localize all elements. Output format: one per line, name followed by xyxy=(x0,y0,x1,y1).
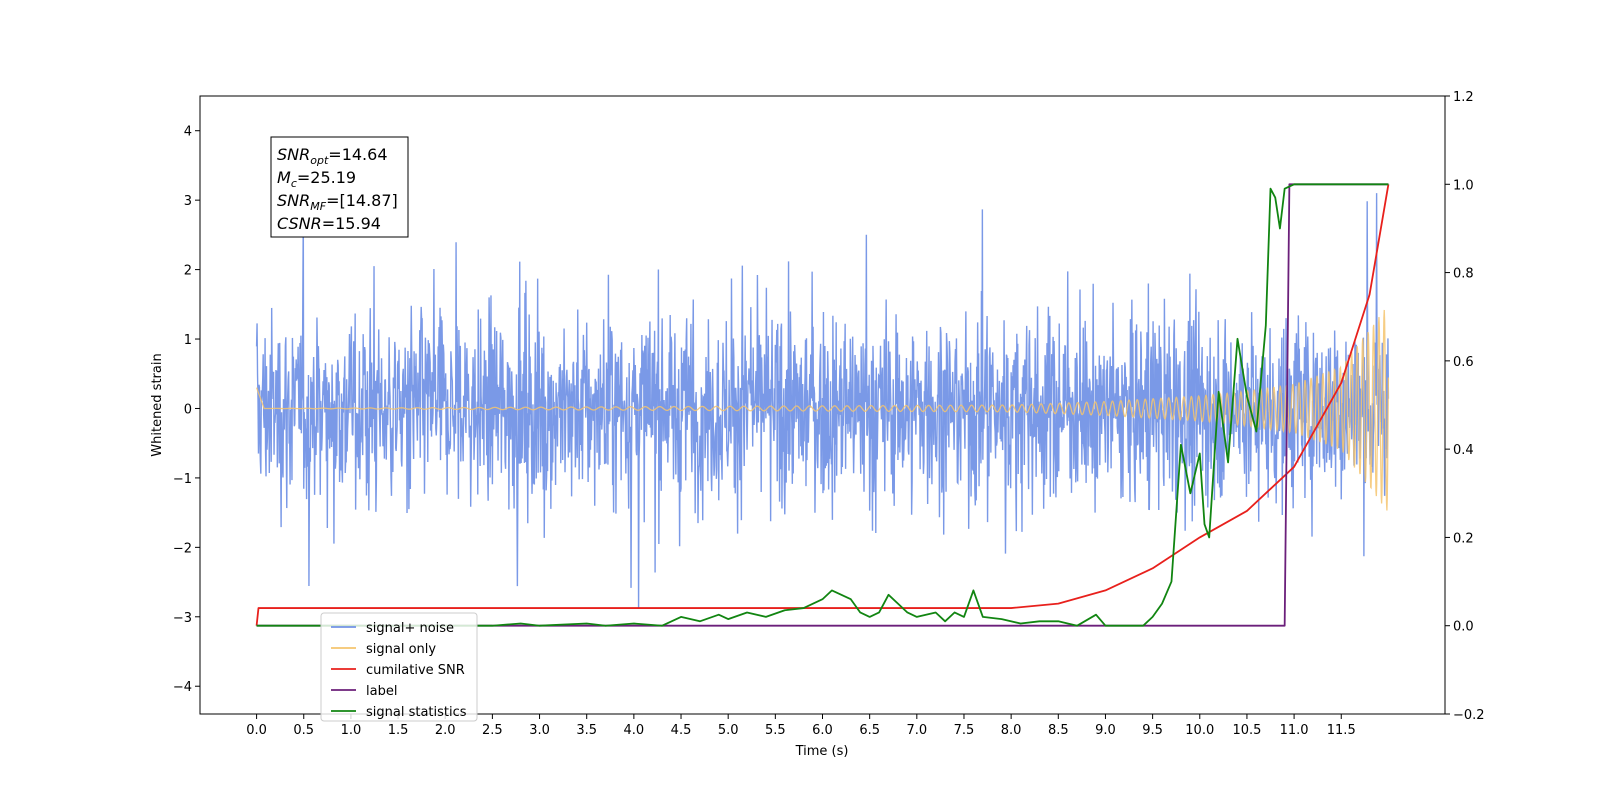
y2-tick-label: 0.8 xyxy=(1453,267,1474,282)
x-axis-ticks: 0.0 0.5 1.0 1.5 2.0 2.5 3.0 3.5 4.0 4.5 5.0 5.5 6.0 6… xyxy=(246,714,1356,738)
legend-frame xyxy=(320,612,478,722)
annotation-line: SNRMF=[14.87] xyxy=(277,191,398,213)
legend-entry-label: signal+ noise xyxy=(366,621,454,636)
y2-tick-label: 0.6 xyxy=(1453,355,1474,370)
y-axis-ticks: −4 −3 −2 −1 0 1 2 3 4 xyxy=(173,125,200,695)
x-tick-label: 7.5 xyxy=(954,723,975,738)
y2-tick-label: 0.4 xyxy=(1453,443,1474,458)
x-tick-label: 2.5 xyxy=(482,723,503,738)
x-tick-label: 4.5 xyxy=(671,723,692,738)
x-tick-label: 6.5 xyxy=(859,723,880,738)
y-tick-label: −1 xyxy=(173,472,192,487)
x-tick-label: 10.0 xyxy=(1185,723,1214,738)
x-tick-label: 2.0 xyxy=(435,723,456,738)
x-tick-label: 8.5 xyxy=(1048,723,1069,738)
annotation-subscript: MF xyxy=(310,200,326,213)
annotation-subscript: c xyxy=(291,177,297,190)
x-tick-label: 9.5 xyxy=(1142,723,1163,738)
x-tick-label: 1.5 xyxy=(388,723,409,738)
x-tick-label: 3.5 xyxy=(576,723,597,738)
x-tick-label: 0.0 xyxy=(246,723,267,738)
y2-tick-label: −0.2 xyxy=(1453,708,1485,723)
x-tick-label: 1.0 xyxy=(341,723,362,738)
legend-entry-label: cumilative SNR xyxy=(366,663,465,678)
annotation-line: Mc=25.19 xyxy=(277,168,356,190)
x-tick-label: 11.0 xyxy=(1280,723,1309,738)
annotation-value: =15.94 xyxy=(322,214,381,233)
x-tick-label: 11.5 xyxy=(1327,723,1356,738)
legend-entry-label: label xyxy=(366,684,397,699)
y-tick-label: 4 xyxy=(184,125,192,140)
legend-entry-label: signal only xyxy=(366,642,436,657)
annotation-value: =25.19 xyxy=(297,168,356,187)
x-axis-label: Time (s) xyxy=(795,744,849,759)
y2-tick-label: 1.0 xyxy=(1453,178,1474,193)
y-tick-label: −4 xyxy=(173,680,192,695)
y-tick-label: −3 xyxy=(173,611,192,626)
x-tick-label: 0.5 xyxy=(293,723,314,738)
annotation-value: =[14.87] xyxy=(326,191,398,210)
series-cumulative-snr-line xyxy=(255,184,1390,626)
y2-tick-label: 0.2 xyxy=(1453,531,1474,546)
series-layer xyxy=(255,183,1390,627)
x-tick-label: 6.0 xyxy=(812,723,833,738)
y2-tick-label: 1.2 xyxy=(1453,90,1474,105)
annotation-symbol: SNR xyxy=(277,191,310,210)
annotation-symbol: CSNR xyxy=(277,214,322,233)
y-tick-label: −2 xyxy=(173,541,192,556)
y-tick-label: 3 xyxy=(184,194,192,209)
y-tick-label: 2 xyxy=(184,264,192,279)
y2-tick-label: 0.0 xyxy=(1453,620,1474,635)
y-axis-label: Whitened strain xyxy=(150,353,165,456)
x-tick-label: 9.0 xyxy=(1095,723,1116,738)
annotation-value: =14.64 xyxy=(328,145,387,164)
annotation-line: SNRopt=14.64 xyxy=(277,145,388,167)
x-tick-label: 4.0 xyxy=(624,723,645,738)
annotation-box: SNRopt=14.64Mc=25.19SNRMF=[14.87]CSNR=15… xyxy=(270,136,409,238)
legend: signal+ noise signal only cumilative SNR la… xyxy=(320,612,478,722)
x-tick-label: 8.0 xyxy=(1001,723,1022,738)
y-tick-label: 0 xyxy=(184,402,192,417)
x-tick-label: 7.0 xyxy=(906,723,927,738)
x-tick-label: 3.0 xyxy=(529,723,550,738)
series-signal-statistics-line xyxy=(256,183,1389,627)
series-signal-only-line xyxy=(255,309,1390,511)
x-tick-label: 5.5 xyxy=(765,723,786,738)
x-tick-label: 5.0 xyxy=(718,723,739,738)
legend-entry-label: signal statistics xyxy=(366,705,467,720)
annotation-symbol: M xyxy=(277,168,291,187)
y2-axis-ticks: −0.2 0.0 0.2 0.4 0.6 0.8 1.0 1.2 xyxy=(1445,90,1485,723)
series-signal-noise-line xyxy=(255,193,1390,609)
x-tick-label: 10.5 xyxy=(1232,723,1261,738)
annotation-subscript: opt xyxy=(310,154,329,167)
y-tick-label: 1 xyxy=(184,333,192,348)
annotation-symbol: SNR xyxy=(277,145,310,164)
annotation-line: CSNR=15.94 xyxy=(277,214,381,233)
